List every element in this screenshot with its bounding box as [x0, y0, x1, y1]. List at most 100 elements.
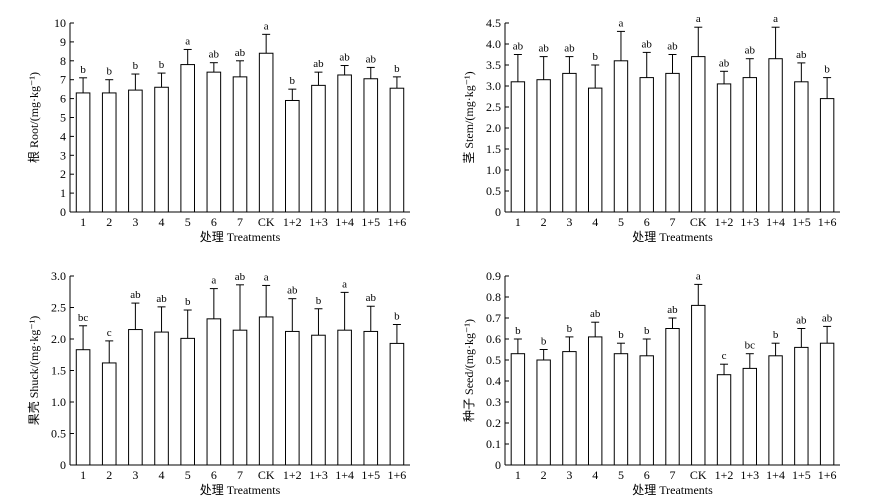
- significance-letter: ab: [366, 292, 377, 304]
- y-tick-label: 0.3: [486, 395, 501, 409]
- significance-letter: a: [264, 20, 269, 32]
- bar-1+5: [794, 81, 809, 213]
- significance-letter: bc: [745, 340, 756, 352]
- y-tick-label: 1.0: [486, 163, 501, 177]
- bar-1+2: [285, 330, 300, 466]
- y-tick-label: 2: [60, 167, 66, 181]
- significance-letter: ab: [667, 41, 678, 53]
- x-tick-label: 1+5: [361, 468, 380, 482]
- bar-1+3: [311, 334, 326, 466]
- significance-letter: ab: [538, 43, 549, 55]
- x-tick-label: 2: [106, 468, 112, 482]
- y-tick-label: 0.1: [486, 437, 501, 451]
- bar-CK: [258, 316, 274, 466]
- significance-letter: a: [342, 278, 347, 290]
- x-tick-label: 1+6: [388, 215, 407, 229]
- y-tick-label: 1: [60, 186, 66, 200]
- bar-1+3: [311, 84, 326, 213]
- x-tick-label: 4: [159, 215, 165, 229]
- x-tick-label: 3: [132, 468, 138, 482]
- significance-letter: ab: [745, 45, 756, 57]
- bar-CK: [258, 52, 274, 213]
- significance-letter: ab: [796, 49, 807, 61]
- significance-letter: b: [394, 63, 400, 75]
- y-tick-label: 2.0: [51, 332, 66, 346]
- significance-letter: ab: [339, 52, 350, 64]
- significance-letter: b: [618, 329, 624, 341]
- significance-letter: ab: [822, 312, 833, 324]
- significance-letter: bc: [78, 312, 89, 324]
- x-tick-label: CK: [258, 215, 275, 229]
- significance-letter: a: [696, 13, 701, 25]
- x-tick-label: 1+5: [792, 468, 811, 482]
- bar-5: [613, 353, 629, 466]
- bar-1+5: [363, 78, 379, 213]
- significance-letter: a: [619, 17, 624, 29]
- y-tick-label: 0.8: [486, 290, 501, 304]
- bar-2: [101, 362, 117, 466]
- bar-1+4: [768, 355, 783, 466]
- x-tick-label: 1+2: [283, 468, 302, 482]
- bar-1+5: [794, 346, 809, 466]
- x-tick-label: 1+6: [388, 468, 407, 482]
- bar-6: [206, 71, 222, 213]
- x-tick-label: 1+5: [792, 215, 811, 229]
- x-tick-label: 6: [644, 468, 650, 482]
- y-axis-title: 果壳 Shuck/(mg·kg⁻¹): [27, 316, 41, 426]
- bar-1+2: [716, 83, 732, 213]
- bar-CK: [691, 56, 706, 213]
- x-tick-label: 5: [618, 468, 624, 482]
- bar-7: [665, 72, 680, 213]
- bar-1+2: [716, 374, 732, 466]
- y-tick-label: 0.7: [486, 311, 501, 325]
- significance-letter: c: [722, 350, 727, 362]
- x-tick-label: 7: [237, 215, 243, 229]
- significance-letter: ab: [719, 57, 730, 69]
- x-tick-label: 3: [566, 468, 572, 482]
- x-tick-label: 1+3: [740, 468, 759, 482]
- significance-letter: b: [159, 59, 165, 71]
- bar-1+6: [389, 87, 405, 213]
- y-tick-label: 0.6: [486, 332, 501, 346]
- chart-panel-2: 00.51.01.52.02.53.03.54.04.5ab1ab2ab3b4a…: [462, 13, 840, 244]
- significance-letter: a: [264, 271, 269, 283]
- significance-letter: ab: [667, 304, 678, 316]
- chart-panel-4: 00.10.20.30.40.50.60.70.80.9b1b2b3ab4b5b…: [462, 269, 840, 497]
- bar-3: [562, 351, 577, 466]
- y-tick-label: 1.5: [486, 142, 501, 156]
- bar-4: [587, 87, 603, 213]
- significance-letter: b: [515, 325, 521, 337]
- bar-6: [206, 318, 222, 466]
- bar-1+6: [819, 342, 835, 466]
- y-tick-label: 0.4: [486, 374, 501, 388]
- x-tick-label: 7: [670, 215, 676, 229]
- significance-letter: c: [107, 327, 112, 339]
- x-tick-label: 1: [515, 215, 521, 229]
- significance-letter: b: [133, 60, 139, 72]
- y-tick-label: 3.5: [486, 58, 501, 72]
- bar-1+5: [363, 330, 379, 466]
- y-tick-label: 0.2: [486, 416, 501, 430]
- y-tick-label: 0.5: [51, 427, 66, 441]
- bar-1: [75, 92, 91, 213]
- bar-1+3: [742, 77, 758, 213]
- x-tick-label: CK: [258, 468, 275, 482]
- y-tick-label: 6: [60, 92, 66, 106]
- chart-panel-3: 00.51.01.52.02.53.0bc1c2ab3ab4b5a6ab7aCK…: [27, 269, 410, 497]
- significance-letter: a: [696, 270, 701, 282]
- bar-1+4: [337, 329, 352, 466]
- x-axis-title: 处理 Treatments: [632, 483, 713, 497]
- significance-letter: ab: [642, 38, 653, 50]
- x-tick-label: 2: [541, 468, 547, 482]
- x-tick-label: 1+3: [740, 215, 759, 229]
- x-tick-label: 3: [566, 215, 572, 229]
- y-tick-label: 1.0: [51, 395, 66, 409]
- bar-5: [180, 337, 195, 466]
- y-tick-label: 8: [60, 54, 66, 68]
- x-tick-label: 1: [80, 468, 86, 482]
- bar-1: [75, 349, 91, 466]
- y-tick-label: 4.0: [486, 37, 501, 51]
- x-tick-label: 1+4: [335, 215, 354, 229]
- x-tick-label: 5: [185, 215, 191, 229]
- x-tick-label: 1+6: [818, 215, 837, 229]
